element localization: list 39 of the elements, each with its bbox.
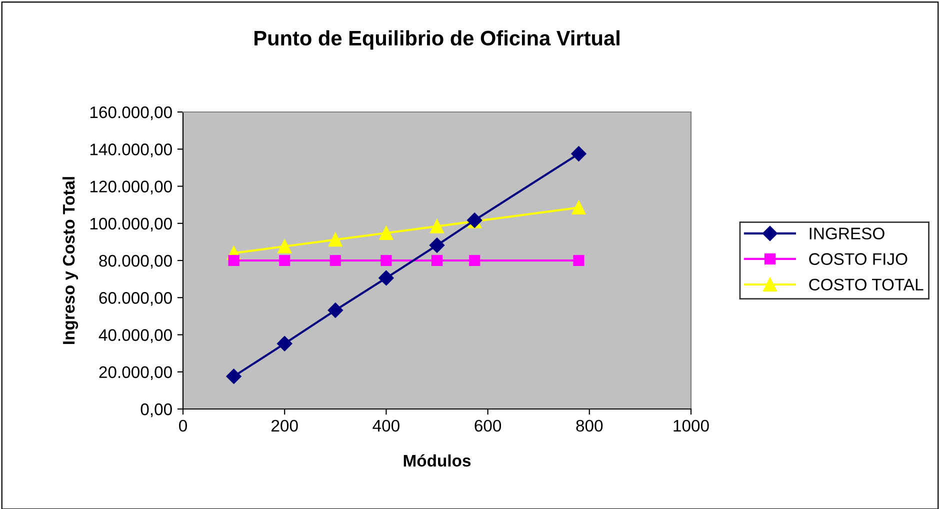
point	[380, 254, 392, 266]
point	[469, 254, 480, 266]
point	[378, 270, 394, 286]
chart-title: Punto de Equilibrio de Oficina Virtual	[254, 30, 620, 50]
x-tick-label: 800	[576, 420, 603, 432]
point	[379, 226, 394, 240]
point	[228, 254, 240, 266]
point	[430, 219, 444, 234]
point	[328, 302, 343, 318]
y-tick-label: 0,00	[140, 403, 172, 418]
y-tick-label: 100.000,00	[90, 218, 172, 232]
point	[279, 254, 290, 266]
legend-label: COSTO TOTAL	[809, 278, 924, 291]
point	[226, 368, 242, 384]
point	[330, 254, 341, 266]
y-tick-label: 40.000,00	[98, 329, 172, 343]
x-tick-label: 200	[272, 420, 298, 432]
y-tick-label: 60.000,00	[99, 292, 172, 306]
legend-label: INGRESO	[810, 228, 884, 240]
point	[278, 239, 292, 254]
point	[571, 146, 586, 162]
x-tick-label: 1000	[674, 420, 709, 432]
x-tick-label: 600	[474, 420, 502, 432]
point	[277, 336, 292, 352]
point	[572, 200, 586, 215]
x-tick-label: 400	[372, 420, 400, 432]
y-tick-label: 160.000,00	[90, 106, 172, 120]
legend-label: COSTO FIJO	[809, 253, 908, 265]
x-axis-title: Módulos	[404, 454, 471, 467]
y-tick-label: 80.000,00	[99, 254, 172, 269]
y-tick-label: 120.000,00	[90, 180, 172, 194]
point	[573, 254, 584, 266]
y-axis-title: Ingreso y Costo Total	[62, 177, 78, 344]
point	[328, 232, 342, 247]
y-tick-label: 140.000,00	[90, 144, 172, 158]
point	[431, 254, 443, 266]
x-tick-label: 0	[179, 420, 187, 432]
point	[429, 238, 445, 253]
y-tick-label: 20.000,00	[99, 366, 172, 380]
